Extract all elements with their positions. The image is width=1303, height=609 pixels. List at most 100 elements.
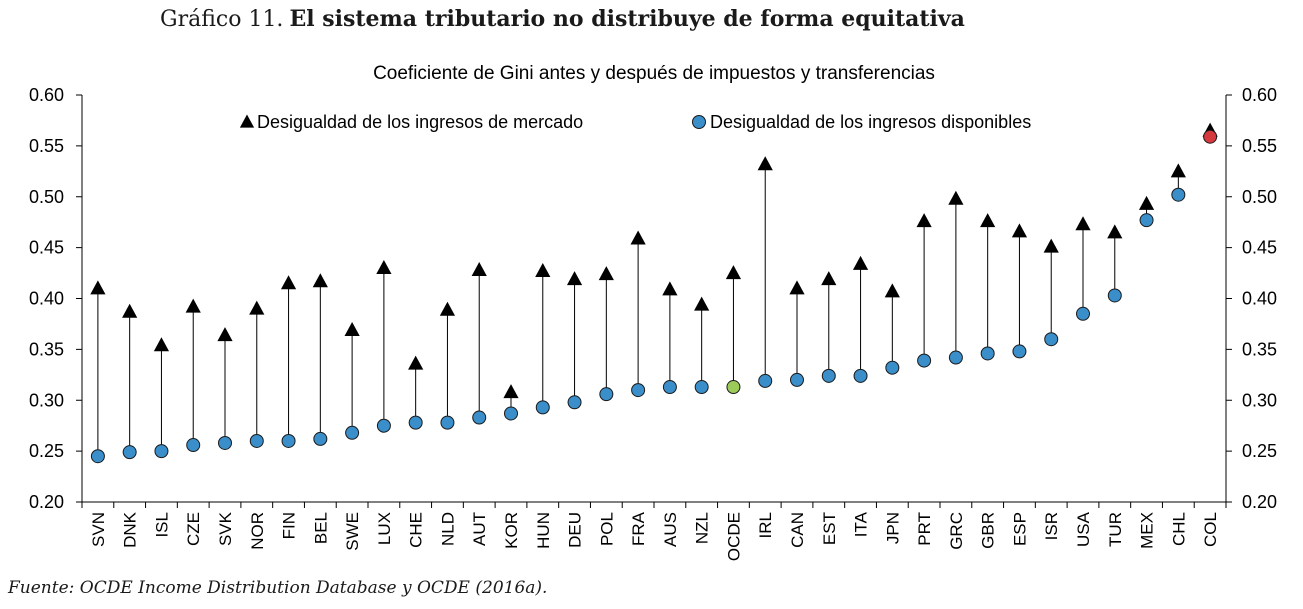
market-income-marker	[1011, 223, 1028, 238]
category-label: NOR	[248, 512, 267, 550]
disposable-income-marker	[504, 406, 518, 421]
disposable-income-marker	[218, 435, 232, 450]
disposable-income-marker	[790, 372, 804, 387]
category-label: FRA	[629, 511, 648, 546]
disposable-income-marker	[726, 380, 741, 395]
market-income-marker	[439, 301, 456, 316]
category-label: AUT	[470, 512, 489, 546]
y-tick-label-left: 0.45	[29, 238, 64, 258]
market-income-marker	[312, 273, 328, 288]
category-label: CHL	[1169, 512, 1188, 546]
market-income-marker	[852, 255, 869, 270]
legend-disposable-label: Desigualdad de los ingresos disponibles	[710, 112, 1031, 132]
market-income-marker	[185, 298, 201, 313]
disposable-income-marker	[694, 380, 709, 395]
market-income-marker	[153, 337, 170, 352]
category-label: CZE	[184, 512, 203, 546]
market-income-marker	[280, 275, 297, 290]
category-label: EST	[820, 512, 839, 545]
y-tick-label-left: 0.55	[29, 136, 64, 156]
category-label: CHE	[407, 512, 426, 548]
disposable-income-marker	[853, 368, 868, 383]
category-label: HUN	[534, 512, 553, 549]
market-income-marker	[789, 280, 805, 295]
market-income-marker	[471, 262, 487, 277]
category-label: OCDE	[724, 512, 743, 561]
category-label: PRT	[915, 512, 934, 546]
disposable-income-marker	[917, 353, 932, 368]
market-income-marker	[1138, 195, 1155, 210]
market-income-marker	[503, 384, 519, 399]
disposable-income-marker	[599, 387, 614, 402]
market-income-marker	[694, 296, 710, 311]
category-label: GRC	[947, 512, 966, 550]
disposable-income-marker	[1203, 129, 1218, 144]
disposable-income-marker	[885, 360, 900, 375]
disposable-income-marker	[1076, 306, 1090, 321]
disposable-income-marker	[948, 350, 963, 365]
source-note: Fuente: OCDE Income Distribution Databas…	[8, 578, 548, 598]
category-label: JPN	[883, 512, 902, 544]
chart-title: Coeficiente de Gini antes y después de i…	[373, 63, 935, 84]
y-tick-label-right: 0.20	[1242, 492, 1277, 512]
disposable-income-marker	[662, 380, 677, 395]
category-label: COL	[1201, 512, 1220, 547]
category-label: GBR	[979, 512, 998, 549]
disposable-income-marker	[821, 368, 836, 383]
figure-title: Gráfico 11. El sistema tributario no dist…	[160, 6, 965, 32]
category-label: POL	[597, 512, 616, 546]
market-income-marker	[821, 271, 837, 286]
market-income-marker	[630, 230, 646, 245]
disposable-income-marker	[758, 373, 773, 388]
market-income-marker	[948, 190, 964, 205]
market-income-marker	[916, 213, 932, 228]
category-label: DEU	[566, 512, 585, 548]
y-tick-label-left: 0.50	[29, 187, 64, 207]
market-income-marker	[535, 263, 551, 278]
category-label: BEL	[311, 512, 330, 544]
y-tick-label-left: 0.35	[29, 339, 64, 359]
market-income-marker	[1075, 216, 1091, 231]
market-income-marker	[376, 259, 392, 274]
y-tick-label-right: 0.45	[1242, 238, 1277, 258]
disposable-income-marker	[90, 449, 105, 464]
y-tick-label-left: 0.40	[29, 289, 64, 309]
category-label: FIN	[280, 512, 299, 539]
y-tick-label-right: 0.35	[1242, 339, 1277, 359]
category-label: NLD	[438, 512, 457, 546]
market-income-marker	[408, 355, 424, 370]
disposable-income-marker	[440, 415, 455, 430]
legend-market-icon	[239, 114, 255, 128]
category-label: SVN	[89, 512, 108, 547]
disposable-income-marker	[376, 418, 391, 433]
disposable-income-marker	[535, 400, 550, 415]
disposable-income-marker	[122, 445, 137, 460]
disposable-income-marker	[345, 425, 360, 440]
market-income-marker	[725, 265, 742, 280]
disposable-income-marker	[281, 433, 296, 448]
disposable-income-marker	[1139, 213, 1154, 228]
disposable-income-marker	[154, 444, 169, 459]
market-income-marker	[90, 280, 106, 295]
category-label: CAN	[788, 512, 807, 548]
y-tick-label-left: 0.20	[29, 492, 64, 512]
category-label: LUX	[375, 512, 394, 545]
market-income-marker	[1043, 238, 1059, 253]
legend-disposable-icon	[692, 115, 706, 129]
disposable-income-marker	[631, 383, 646, 398]
y-tick-label-right: 0.60	[1242, 85, 1277, 105]
category-label: SWE	[343, 512, 362, 551]
y-tick-label-left: 0.30	[29, 390, 64, 410]
market-income-marker	[980, 213, 996, 228]
category-label: SVK	[216, 511, 235, 546]
category-label: ESP	[1010, 512, 1029, 546]
market-income-marker	[662, 281, 678, 296]
category-label: NZL	[693, 512, 712, 544]
category-label: TUR	[1106, 512, 1125, 547]
category-label: ISL	[152, 512, 171, 538]
market-income-marker	[884, 283, 900, 298]
disposable-income-marker	[1012, 344, 1027, 359]
market-income-marker	[249, 300, 265, 315]
market-income-marker	[757, 156, 773, 171]
figure-title-text: El sistema tributario no distribuye de f…	[289, 6, 965, 32]
